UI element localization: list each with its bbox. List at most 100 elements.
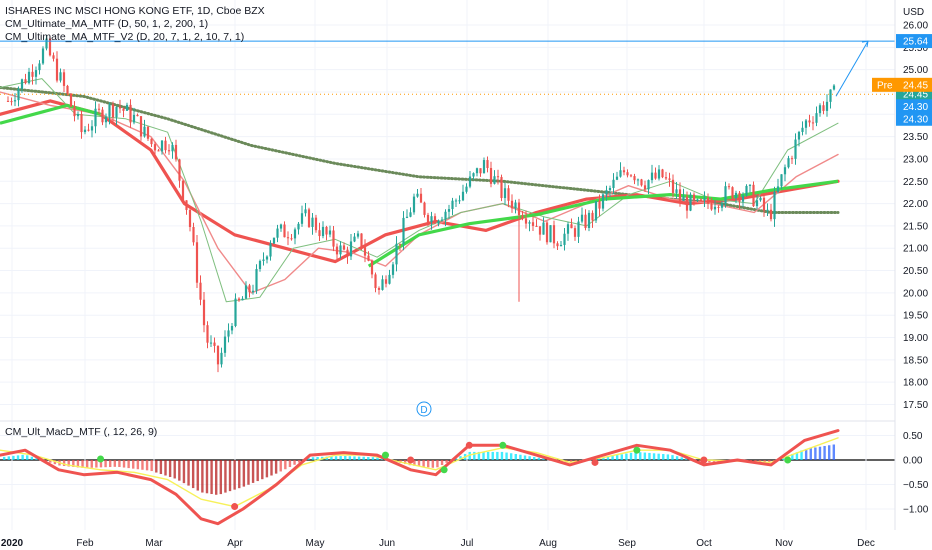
candle <box>762 194 766 217</box>
candle <box>244 281 248 299</box>
candle <box>367 251 370 262</box>
macd-histogram-bar <box>159 460 163 475</box>
macd-histogram-bar <box>210 460 213 495</box>
candle <box>706 193 710 210</box>
macd-histogram-bar <box>26 455 29 460</box>
candle <box>503 182 507 206</box>
candle <box>745 184 748 197</box>
ma-50-uptrend-segment <box>0 103 101 125</box>
candle <box>440 216 444 222</box>
candle <box>829 89 832 109</box>
projection-arrow[interactable] <box>835 40 869 97</box>
candle <box>52 52 55 62</box>
macd-histogram-bar <box>804 448 808 460</box>
macd-cross-dot <box>499 441 507 449</box>
candle <box>24 73 27 85</box>
macd-histogram-bar <box>427 460 430 468</box>
candle <box>818 103 822 117</box>
currency-label: USD <box>903 7 924 18</box>
macd-histogram-bar <box>800 450 803 460</box>
macd-histogram-bar <box>431 460 435 468</box>
candle <box>66 84 69 96</box>
candle <box>353 233 356 243</box>
candle <box>703 191 706 207</box>
candle <box>304 202 307 217</box>
candle <box>447 204 451 219</box>
macd-histogram-bar <box>597 458 600 460</box>
macd-histogram-bar <box>436 460 439 468</box>
macd-histogram-bar <box>132 460 135 469</box>
candle <box>125 102 129 112</box>
indicator-legend-ma-v2[interactable]: CM_Ultimate_MA_MTF_V2 (D, 20, 7, 1, 2, 1… <box>5 31 244 43</box>
candle <box>59 68 62 83</box>
candle <box>27 67 31 85</box>
candle <box>713 200 717 215</box>
candle <box>496 169 500 185</box>
macd-cross-dot <box>633 446 641 454</box>
candle <box>612 173 615 194</box>
macd-histogram-bar <box>823 445 826 460</box>
macd-histogram-bar <box>528 456 531 460</box>
candle <box>699 198 703 202</box>
macd-histogram-bar <box>284 460 287 470</box>
candle <box>692 192 696 206</box>
candle <box>458 195 461 204</box>
price-tag-prefix: Pre <box>877 80 893 91</box>
macd-histogram-bar <box>652 453 656 460</box>
candle <box>797 130 801 147</box>
indicator-legend-ma[interactable]: CM_Ultimate_MA_MTF (D, 50, 1, 2, 200, 1) <box>5 18 208 30</box>
candle <box>314 214 318 233</box>
candle <box>486 156 489 173</box>
candle <box>493 170 496 185</box>
indicator-legend-macd[interactable]: CM_Ult_MacD_MTF (, 12, 26, 9) <box>5 426 157 438</box>
macd-histogram-bar <box>251 460 255 483</box>
macd-histogram-bar <box>205 460 209 494</box>
macd-histogram-bar <box>413 460 416 466</box>
price-tick-label: 17.50 <box>903 400 928 411</box>
macd-histogram-bar <box>145 460 149 471</box>
macd-histogram-bar <box>242 460 246 487</box>
time-tick-label: Jun <box>379 538 395 549</box>
candle <box>643 180 647 192</box>
candle <box>34 66 38 85</box>
candle <box>248 283 251 298</box>
macd-histogram-bar <box>274 460 278 474</box>
macd-histogram-bar <box>30 456 34 460</box>
macd-histogram-bar <box>168 460 172 477</box>
macd-histogram-bar <box>316 457 319 460</box>
time-axis[interactable]: 2020 Feb Mar Apr May Jun Jul Aug Sep Oct Nov Dec <box>1 538 875 549</box>
candle <box>696 198 699 202</box>
macd-histogram-bar <box>657 453 660 460</box>
candle <box>500 174 503 202</box>
macd-cross-dot <box>465 441 473 449</box>
candle <box>717 205 720 213</box>
macd-histogram-bar <box>768 460 771 463</box>
macd-histogram-bar <box>224 460 227 493</box>
macd-histogram-bar <box>685 458 688 460</box>
candle <box>605 185 608 201</box>
macd-histogram-bar <box>791 454 794 460</box>
candle <box>731 186 734 200</box>
candle <box>185 200 188 215</box>
candle <box>234 293 237 328</box>
candle <box>202 291 206 333</box>
macd-histogram-bar <box>215 460 218 495</box>
candle <box>423 201 426 218</box>
candle <box>153 141 157 157</box>
candle <box>178 158 181 188</box>
macd-histogram-bar <box>90 460 93 468</box>
dividend-marker-label[interactable]: D <box>420 405 427 416</box>
macd-histogram-bar <box>136 460 140 470</box>
moving-average-lines <box>0 78 840 303</box>
price-tick-label: 19.00 <box>903 333 928 344</box>
candle <box>311 212 314 235</box>
dividend-marker[interactable] <box>416 401 432 417</box>
candle <box>675 182 678 199</box>
candle <box>321 221 325 239</box>
macd-axis[interactable]: 0.50 0.00 −0.50 −1.00 <box>903 431 929 516</box>
candle <box>286 231 290 246</box>
price-tag-label: 25.64 <box>903 37 928 48</box>
candle <box>160 139 164 155</box>
macd-histogram-bar <box>297 460 301 463</box>
